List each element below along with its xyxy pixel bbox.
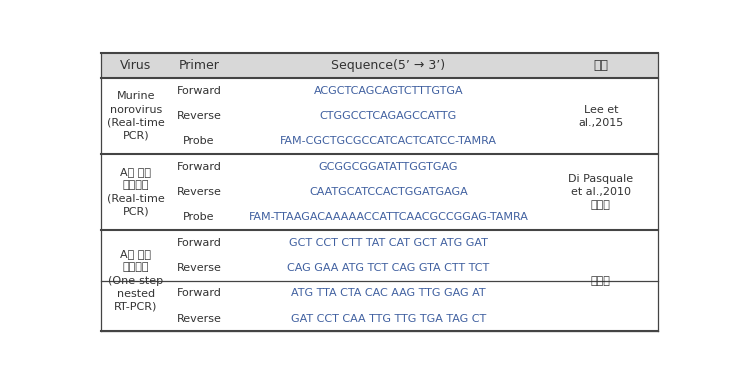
- Text: Lee et
al.,2015: Lee et al.,2015: [578, 105, 623, 128]
- Text: A형 간염
바이러스
(One-step
nested
RT-PCR): A형 간염 바이러스 (One-step nested RT-PCR): [108, 249, 163, 312]
- Text: 출처: 출처: [594, 59, 608, 72]
- Text: CAATGCATCCACTGGATGAGA: CAATGCATCCACTGGATGAGA: [309, 187, 468, 197]
- Text: GCT CCT CTT TAT CAT GCT ATG GAT: GCT CCT CTT TAT CAT GCT ATG GAT: [289, 238, 488, 248]
- Text: Sequence(5’ → 3’): Sequence(5’ → 3’): [331, 59, 445, 72]
- Text: Di Pasquale
et al.,2010
식약싸: Di Pasquale et al.,2010 식약싸: [568, 174, 634, 210]
- Text: Reverse: Reverse: [176, 111, 222, 121]
- Text: CTGGCCTCAGAGCCATTG: CTGGCCTCAGAGCCATTG: [320, 111, 457, 121]
- Text: FAM-TTAAGACAAAAACCATTCAACGCCGGAG-TAMRA: FAM-TTAAGACAAAAACCATTCAACGCCGGAG-TAMRA: [248, 212, 528, 222]
- Text: A형 간염
바이러스
(Real-time
PCR): A형 간염 바이러스 (Real-time PCR): [107, 167, 165, 217]
- Text: GAT CCT CAA TTG TTG TGA TAG CT: GAT CCT CAA TTG TTG TGA TAG CT: [290, 314, 486, 324]
- Text: GCGGCGGATATTGGTGAG: GCGGCGGATATTGGTGAG: [319, 162, 458, 172]
- Text: 식약싸: 식약싸: [591, 275, 611, 286]
- Text: Reverse: Reverse: [176, 187, 222, 197]
- Text: Reverse: Reverse: [176, 263, 222, 273]
- Text: Virus: Virus: [120, 59, 151, 72]
- Text: Reverse: Reverse: [176, 314, 222, 324]
- Bar: [102, 53, 658, 78]
- Text: ATG TTA CTA CAC AAG TTG GAG AT: ATG TTA CTA CAC AAG TTG GAG AT: [291, 288, 485, 298]
- Text: Forward: Forward: [176, 238, 222, 248]
- Text: Probe: Probe: [183, 136, 215, 146]
- Text: Probe: Probe: [183, 212, 215, 222]
- Text: Forward: Forward: [176, 86, 222, 96]
- Text: FAM-CGCTGCGCCATCACTCATCC-TAMRA: FAM-CGCTGCGCCATCACTCATCC-TAMRA: [280, 136, 497, 146]
- Text: Primer: Primer: [179, 59, 219, 72]
- Text: ACGCTCAGCAGTCTTTGTGA: ACGCTCAGCAGTCTTTGTGA: [313, 86, 463, 96]
- Text: Forward: Forward: [176, 288, 222, 298]
- Text: CAG GAA ATG TCT CAG GTA CTT TCT: CAG GAA ATG TCT CAG GTA CTT TCT: [288, 263, 490, 273]
- Text: Murine
norovirus
(Real-time
PCR): Murine norovirus (Real-time PCR): [107, 91, 165, 141]
- Text: Forward: Forward: [176, 162, 222, 172]
